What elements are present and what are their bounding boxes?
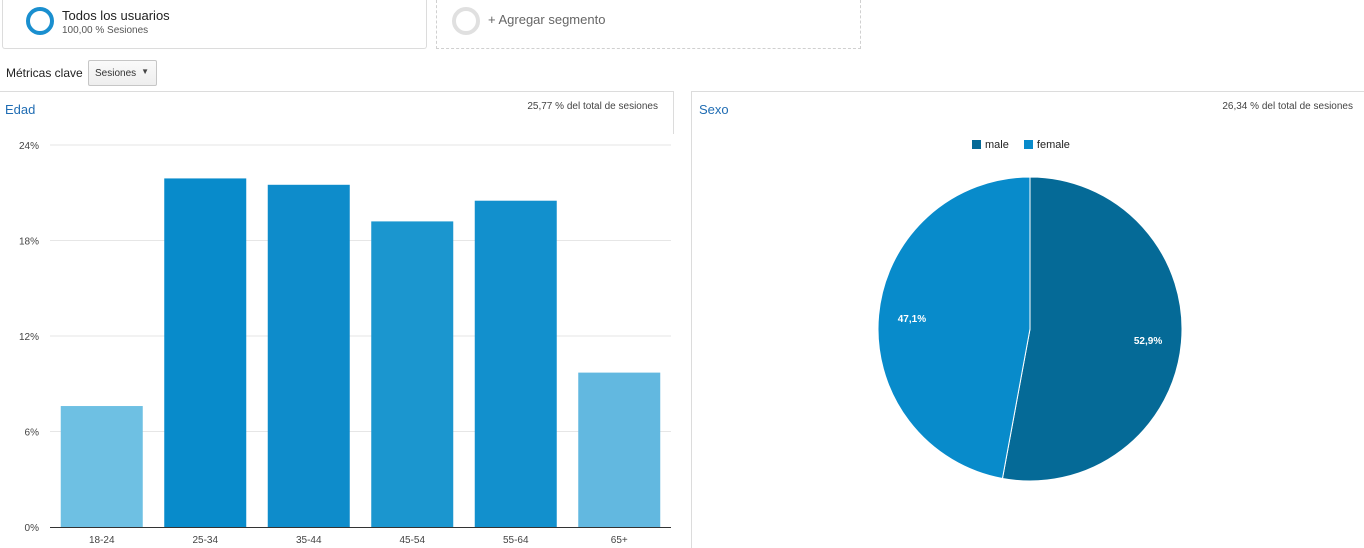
- sex-pie-chart: 52,9% 47,1%: [877, 176, 1183, 482]
- pie-value-label: 52,9%: [1134, 336, 1162, 347]
- sex-panel: Sexo 26,34 % del total de sesiones: [691, 91, 1364, 548]
- bar-18-24[interactable]: [60, 406, 143, 527]
- legend-swatch-female: [1023, 140, 1033, 149]
- legend-label-female: female: [1036, 139, 1070, 151]
- x-tick-label: 55-64: [503, 535, 529, 546]
- legend-item-female[interactable]: female: [1023, 139, 1070, 151]
- y-tick-label: 0%: [25, 523, 40, 534]
- bar-55-64[interactable]: [474, 200, 557, 527]
- x-tick-label: 45-54: [399, 535, 425, 546]
- chevron-down-icon: ▼: [141, 67, 149, 76]
- y-tick-label: 6%: [25, 428, 40, 439]
- metric-dropdown[interactable]: Sesiones ▼: [88, 60, 157, 86]
- y-tick-label: 18%: [19, 237, 39, 248]
- age-panel-note: 25,77 % del total de sesiones: [527, 101, 658, 112]
- sex-legend: male female: [972, 139, 1082, 151]
- x-tick-label: 25-34: [192, 535, 218, 546]
- bar-35-44[interactable]: [267, 184, 350, 527]
- pie-slice-female[interactable]: [877, 176, 1031, 480]
- legend-swatch-male: [972, 140, 981, 149]
- metrics-label: Métricas clave: [6, 66, 83, 80]
- segment-subtitle: 100,00 % Sesiones: [62, 25, 149, 36]
- legend-item-male[interactable]: male: [972, 139, 1009, 151]
- segment-card-all-users[interactable]: Todos los usuarios 100,00 % Sesiones: [2, 0, 427, 49]
- y-tick-label: 24%: [19, 141, 39, 152]
- metric-dropdown-value: Sesiones: [95, 68, 137, 79]
- age-panel-title[interactable]: Edad: [5, 102, 36, 117]
- empty-segment-ring-icon: [452, 7, 480, 35]
- bar-65+[interactable]: [578, 372, 661, 527]
- bar-45-54[interactable]: [371, 221, 454, 527]
- bar-25-34[interactable]: [164, 178, 247, 528]
- legend-label-male: male: [985, 139, 1009, 151]
- sex-panel-title[interactable]: Sexo: [699, 102, 729, 117]
- add-segment-button[interactable]: + Agregar segmento: [436, 0, 861, 49]
- x-tick-label: 65+: [611, 535, 628, 546]
- age-panel-header: Edad 25,77 % del total de sesiones: [0, 92, 674, 134]
- segment-title: Todos los usuarios: [62, 8, 170, 23]
- y-tick-label: 12%: [19, 332, 39, 343]
- pie-slice-male[interactable]: [1001, 176, 1183, 482]
- sex-panel-note: 26,34 % del total de sesiones: [1222, 101, 1353, 112]
- age-panel: Edad 25,77 % del total de sesiones: [0, 91, 674, 548]
- x-tick-label: 35-44: [296, 535, 322, 546]
- age-bar-chart: 0% 6% 12% 18% 24% 18-24 25-34 35-44 45-54 55-64 65…: [19, 141, 671, 546]
- segment-ring-icon: [26, 7, 54, 35]
- x-tick-label: 18-24: [89, 535, 115, 546]
- pie-value-label: 47,1%: [898, 314, 926, 325]
- add-segment-label: + Agregar segmento: [488, 12, 606, 27]
